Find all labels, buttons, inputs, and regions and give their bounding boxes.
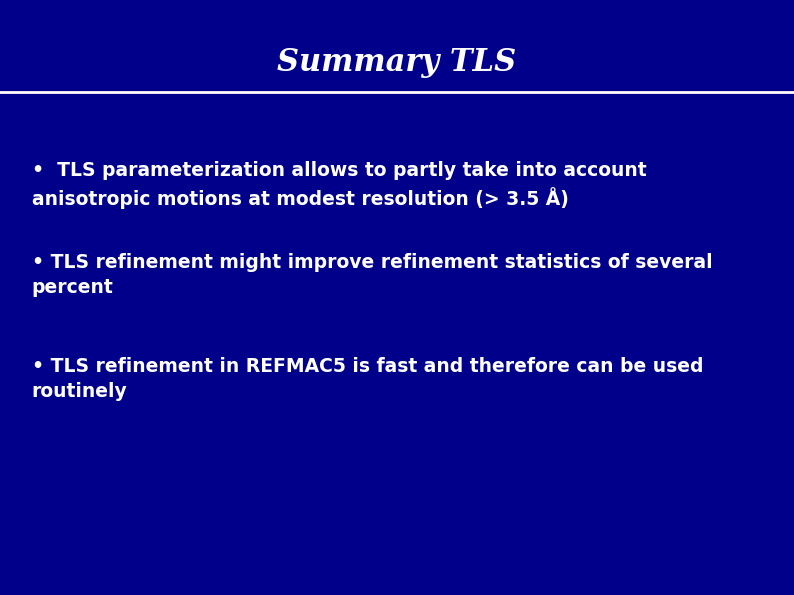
Text: • TLS refinement might improve refinement statistics of several
percent: • TLS refinement might improve refinemen… <box>32 253 712 297</box>
Text: • TLS refinement in REFMAC5 is fast and therefore can be used
routinely: • TLS refinement in REFMAC5 is fast and … <box>32 357 703 401</box>
Text: Summary TLS: Summary TLS <box>277 47 517 78</box>
Text: •  TLS parameterization allows to partly take into account
anisotropic motions a: • TLS parameterization allows to partly … <box>32 161 646 209</box>
